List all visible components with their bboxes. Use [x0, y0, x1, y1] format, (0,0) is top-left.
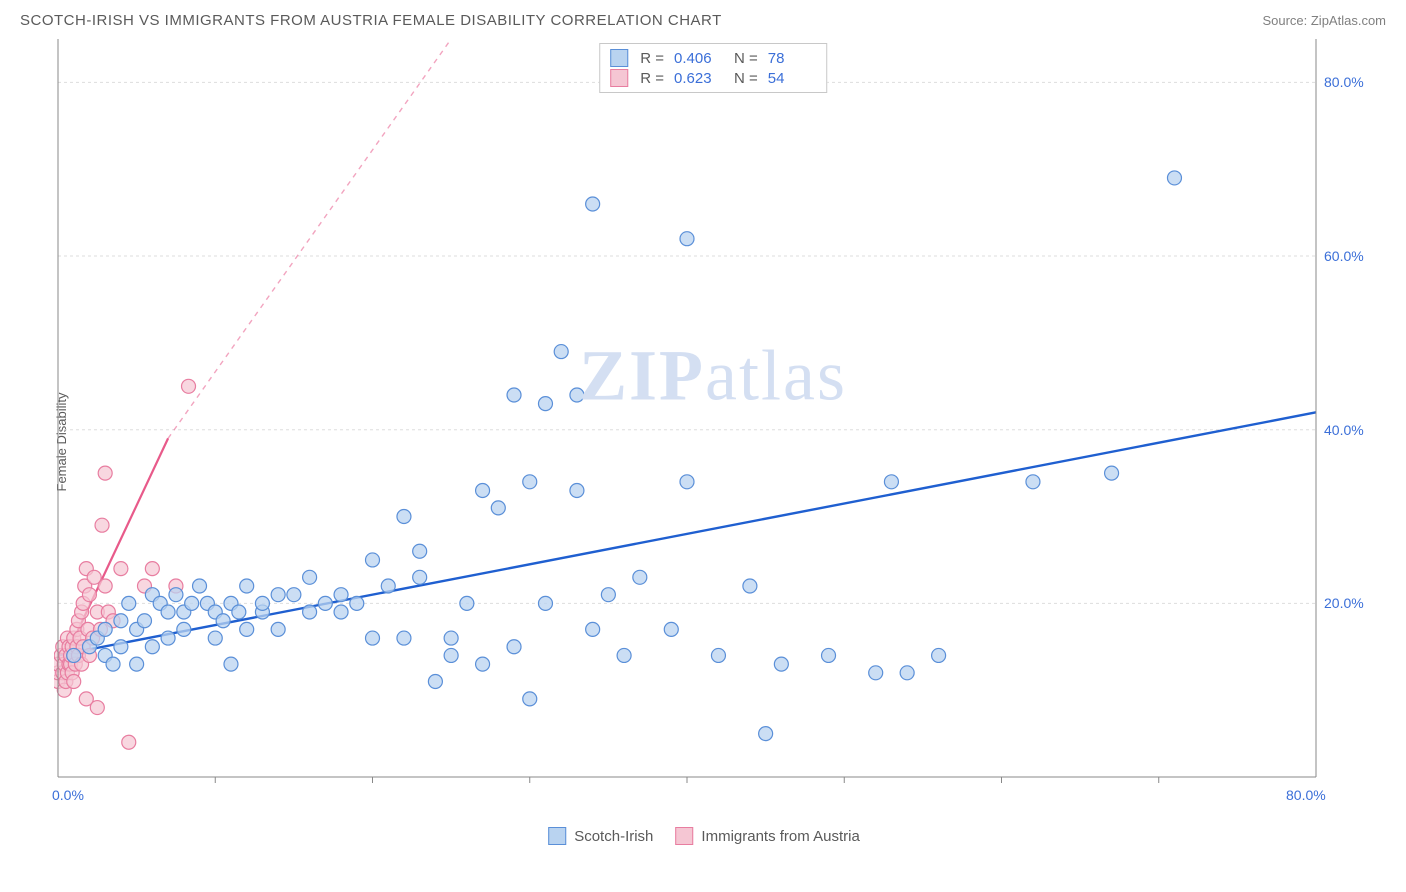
source-attribution: Source: ZipAtlas.com	[1262, 13, 1386, 28]
n-label: N =	[734, 50, 758, 67]
plot-area: ZIPatlas R = 0.406 N = 78 R = 0.623 N = …	[54, 37, 1372, 807]
y-tick-label: 80.0%	[1324, 74, 1396, 90]
series-legend: Scotch-Irish Immigrants from Austria	[548, 827, 860, 845]
scatter-chart-svg	[54, 37, 1372, 807]
legend-label: Immigrants from Austria	[701, 828, 859, 845]
x-tick-label: 0.0%	[52, 787, 84, 803]
x-tick-label: 80.0%	[1286, 787, 1326, 803]
legend-swatch-pink	[610, 69, 628, 87]
legend-row: R = 0.623 N = 54	[610, 68, 816, 88]
legend-item: Immigrants from Austria	[675, 827, 859, 845]
legend-label: Scotch-Irish	[574, 828, 653, 845]
legend-item: Scotch-Irish	[548, 827, 653, 845]
legend-swatch-pink	[675, 827, 693, 845]
y-tick-label: 60.0%	[1324, 248, 1396, 264]
chart-container: Female Disability ZIPatlas R = 0.406 N =…	[14, 37, 1394, 847]
legend-swatch-blue	[548, 827, 566, 845]
legend-swatch-blue	[610, 49, 628, 67]
n-value: 78	[768, 50, 816, 67]
correlation-legend: R = 0.406 N = 78 R = 0.623 N = 54	[599, 43, 827, 93]
y-tick-label: 40.0%	[1324, 422, 1396, 438]
legend-row: R = 0.406 N = 78	[610, 48, 816, 68]
y-tick-label: 20.0%	[1324, 595, 1396, 611]
n-value: 54	[768, 70, 816, 87]
n-label: N =	[734, 70, 758, 87]
r-label: R =	[640, 70, 664, 87]
chart-title: SCOTCH-IRISH VS IMMIGRANTS FROM AUSTRIA …	[20, 12, 722, 29]
r-value: 0.406	[674, 50, 722, 67]
r-value: 0.623	[674, 70, 722, 87]
r-label: R =	[640, 50, 664, 67]
